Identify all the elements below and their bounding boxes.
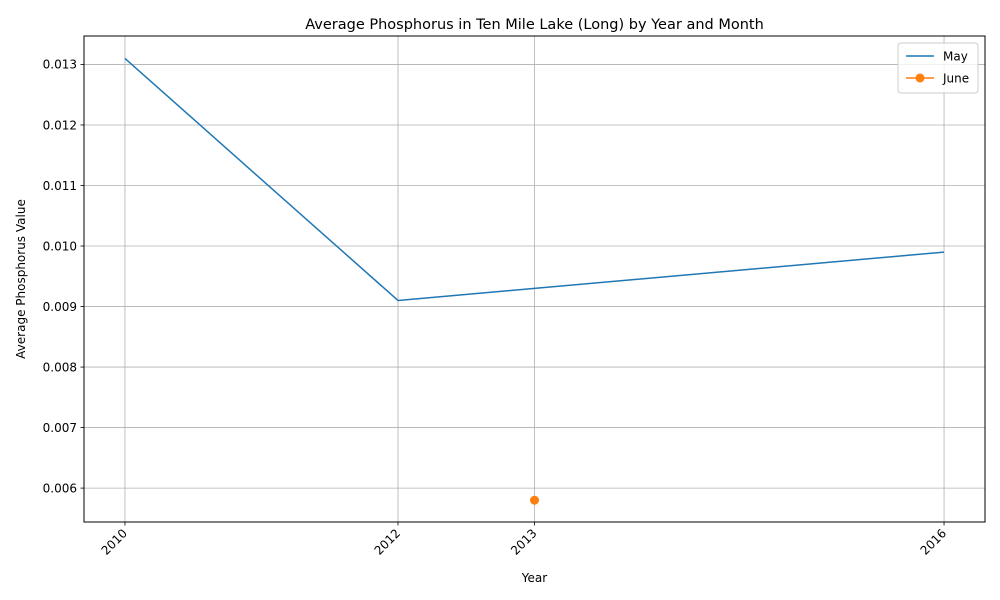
y-tick-label: 0.011 [43,179,77,193]
y-tick-label: 0.012 [43,118,77,132]
chart-title: Average Phosphorus in Ten Mile Lake (Lon… [305,17,764,33]
y-axis-title: Average Phosphorus Value [14,199,28,359]
data-series [124,57,945,505]
x-axis-title: Year [521,571,547,585]
y-tick-label: 0.008 [43,360,77,374]
grid-lines [84,36,985,522]
legend-marker-june [915,73,925,83]
y-tick-label: 0.013 [43,58,77,72]
data-point-june [530,495,539,505]
legend: May June [897,42,979,94]
y-tick-label: 0.009 [43,300,77,314]
legend-label-june: June [942,72,969,86]
y-tick-label: 0.010 [43,239,77,253]
legend-label-may: May [943,50,968,64]
series-line-may [124,57,945,302]
y-tick-label: 0.006 [43,481,77,495]
y-tick-label: 0.007 [43,421,77,435]
